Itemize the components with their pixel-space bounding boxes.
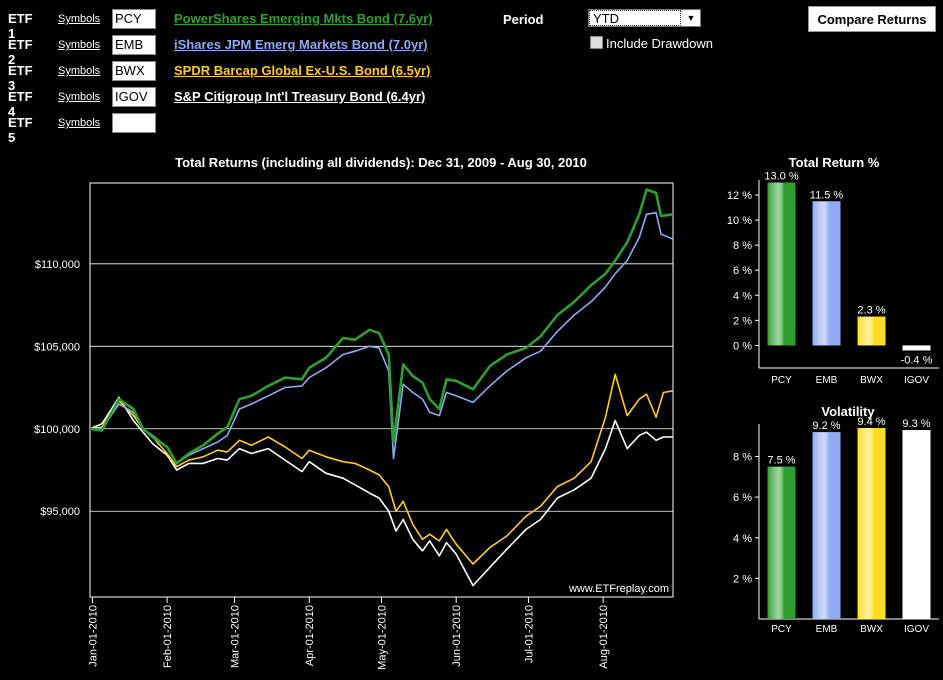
y-tick-label: 4 %: [733, 290, 752, 302]
bar-igov: [902, 430, 931, 619]
x-tick-label: Jan-01-2010: [87, 605, 99, 667]
y-tick-label: 8 %: [733, 452, 752, 464]
etf-4-symbol-input[interactable]: IGOV: [112, 87, 156, 107]
symbols-link[interactable]: Symbols: [58, 117, 101, 129]
y-tick-label: 8 %: [733, 240, 752, 252]
period-select-value: YTD: [589, 10, 681, 26]
bar-value-label: 13.0 %: [764, 171, 798, 183]
etf-label: ETF 3: [8, 63, 33, 93]
y-tick-label: 6 %: [733, 265, 752, 277]
x-tick-label: Feb-01-2010: [162, 605, 174, 668]
bar-shading: [857, 316, 886, 346]
period-label: Period: [503, 12, 544, 27]
bar-category-label: IGOV: [904, 624, 929, 635]
etf-2-name-link[interactable]: iShares JPM Emerg Markets Bond (7.0yr): [174, 37, 428, 52]
bar-category-label: IGOV: [904, 375, 929, 386]
bar-shading: [857, 428, 886, 619]
chart-title: Volatility: [821, 404, 875, 419]
bar-shading: [812, 201, 841, 346]
bar-value-label: 11.5 %: [810, 189, 844, 201]
symbols-link[interactable]: Symbols: [58, 65, 101, 77]
bar-value-label: 9.3 %: [902, 418, 930, 430]
etf-label: ETF 1: [8, 11, 33, 41]
bar-shading: [767, 466, 796, 619]
bar-category-label: BWX: [860, 375, 883, 386]
y-axis-ticks: $95,000 $100,000 $105,000 $110,000: [34, 259, 80, 518]
period-select[interactable]: YTD ▼: [588, 9, 701, 27]
x-tick-label: Apr-01-2010: [304, 605, 316, 666]
bar-igov: [902, 345, 931, 351]
bar-axes: 0 % 2 % 4 % 6 % 8 % 10 % 12 %: [727, 180, 939, 369]
compare-returns-button[interactable]: Compare Returns: [808, 6, 936, 32]
bar-shading: [902, 345, 931, 351]
chart-title: Total Returns (including all dividends):…: [175, 155, 587, 170]
x-tick-label: May-01-2010: [377, 605, 389, 670]
grid-lines: [90, 263, 673, 512]
etf-1-name-link[interactable]: PowerShares Emerging Mkts Bond (7.6yr): [174, 11, 433, 26]
bar-category-label: PCY: [771, 624, 792, 635]
etf-2-symbol-input[interactable]: EMB: [112, 35, 156, 55]
bar-category-label: EMB: [816, 375, 838, 386]
symbols-link[interactable]: Symbols: [58, 13, 101, 25]
symbols-link[interactable]: Symbols: [58, 39, 101, 51]
bar-value-label: -0.4 %: [901, 354, 933, 366]
x-tick-label: Jul-01-2010: [523, 605, 535, 663]
bars: 7.5 % PCY 9.2 % EMB 9.4 % BWX 9.3 % IGOV: [767, 416, 930, 635]
bar-shading: [902, 430, 931, 619]
y-tick-label: $105,000: [34, 341, 80, 353]
series-line-igov: [89, 396, 673, 587]
series-line-bwx: [89, 373, 674, 565]
watermark: www.ETFreplay.com: [568, 583, 669, 595]
y-tick-label: 4 %: [733, 533, 752, 545]
etf-label: ETF 2: [8, 37, 33, 67]
bar-axes: 2 % 4 % 6 % 8 %: [733, 424, 939, 620]
chart-title: Total Return %: [789, 155, 880, 170]
etf-label: ETF 4: [8, 89, 33, 119]
x-tick-label: Mar-01-2010: [230, 605, 242, 668]
series-line-pcy: [89, 188, 674, 465]
y-tick-label: $110,000: [35, 259, 80, 271]
etf-1-symbol-input[interactable]: PCY: [112, 9, 156, 29]
plot-area: [89, 182, 674, 598]
x-tick-label: Aug-01-2010: [598, 605, 610, 669]
drawdown-label: Include Drawdown: [606, 36, 713, 51]
etf-label: ETF 5: [8, 115, 33, 145]
y-tick-label: 0 %: [733, 340, 752, 352]
bar-value-label: 7.5 %: [767, 455, 795, 467]
x-axis-ticks: Jan-01-2010 Feb-01-2010 Mar-01-2010 Apr-01-…: [87, 597, 610, 670]
etf-3-symbol-input[interactable]: BWX: [112, 61, 156, 81]
y-tick-label: 2 %: [733, 573, 752, 585]
bar-value-label: 9.4 %: [857, 416, 885, 428]
etf-5-symbol-input[interactable]: [112, 113, 156, 133]
x-tick-label: Jun-01-2010: [451, 605, 463, 667]
bar-category-label: BWX: [860, 624, 883, 635]
bar-value-label: 2.3 %: [857, 305, 885, 317]
y-tick-label: $100,000: [34, 424, 80, 436]
symbols-link[interactable]: Symbols: [58, 91, 101, 103]
include-drawdown-toggle[interactable]: Include Drawdown: [590, 36, 713, 51]
y-tick-label: 2 %: [733, 315, 752, 327]
bar-bwx: [857, 428, 886, 619]
bar-value-label: 9.2 %: [812, 420, 840, 432]
y-tick-label: 10 %: [727, 215, 752, 227]
y-tick-label: 6 %: [733, 492, 752, 504]
bar-shading: [812, 432, 841, 619]
bar-shading: [767, 182, 796, 346]
drawdown-checkbox[interactable]: [590, 36, 603, 49]
y-tick-label: $95,000: [40, 506, 80, 518]
bar-emb: [812, 432, 841, 619]
bar-category-label: EMB: [816, 624, 838, 635]
bar-pcy: [767, 182, 796, 346]
bar-category-label: PCY: [771, 375, 792, 386]
series-lines: [89, 188, 674, 587]
bar-emb: [812, 201, 841, 346]
etf-4-name-link[interactable]: S&P Citigroup Int'l Treasury Bond (6.4yr…: [174, 89, 426, 104]
series-line-emb: [90, 211, 674, 465]
chevron-down-icon: ▼: [686, 13, 696, 23]
bar-pcy: [767, 466, 796, 619]
y-tick-label: 12 %: [727, 190, 752, 202]
bars: 13.0 % PCY 11.5 % EMB 2.3 % BWX -0.4 % IGOV: [764, 171, 932, 386]
etf-3-name-link[interactable]: SPDR Barcap Global Ex-U.S. Bond (6.5yr): [174, 63, 431, 78]
bar-bwx: [857, 316, 886, 346]
